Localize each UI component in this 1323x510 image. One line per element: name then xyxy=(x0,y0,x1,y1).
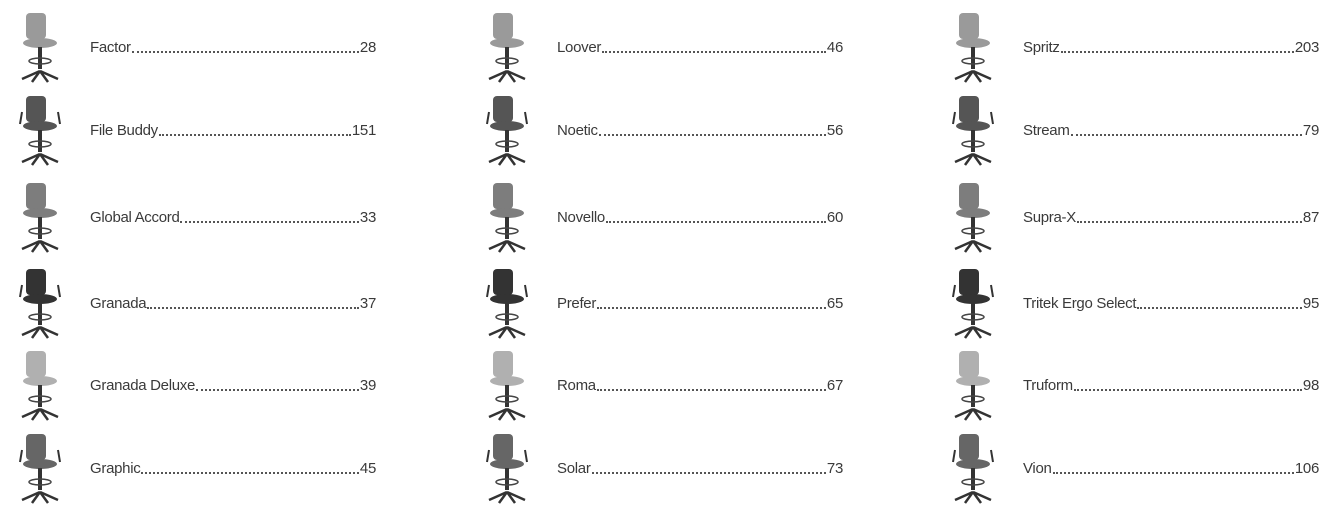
chair-icon xyxy=(10,347,70,423)
chair-icon xyxy=(10,9,70,85)
product-name: Spritz xyxy=(1023,39,1060,56)
dot-leader xyxy=(1071,134,1302,136)
index-entry: Spritz 203 xyxy=(943,5,1319,89)
dot-leader xyxy=(132,51,359,53)
index-entry: Granada Deluxe 39 xyxy=(10,343,376,427)
product-name: Vion xyxy=(1023,460,1052,477)
chair-icon xyxy=(943,347,1003,423)
index-entry: Stream 79 xyxy=(943,88,1319,172)
page-number: 37 xyxy=(360,295,376,312)
page-number: 106 xyxy=(1295,460,1319,477)
index-entry: Graphic 45 xyxy=(10,426,376,510)
page-number: 203 xyxy=(1295,39,1319,56)
chair-icon xyxy=(10,265,70,341)
dot-leader xyxy=(1074,389,1302,391)
chair-icon xyxy=(477,347,537,423)
index-entry: Novello 60 xyxy=(477,175,843,259)
product-name: File Buddy xyxy=(90,122,158,139)
page-number: 65 xyxy=(827,295,843,312)
dot-leader xyxy=(597,389,826,391)
chair-icon xyxy=(943,265,1003,341)
dot-leader xyxy=(159,134,351,136)
product-name: Roma xyxy=(557,377,596,394)
index-page: Factor 28 File Buddy 151 Global Accord 33 Gran… xyxy=(0,0,1323,508)
page-number: 73 xyxy=(827,460,843,477)
chair-icon xyxy=(477,265,537,341)
product-name: Factor xyxy=(90,39,131,56)
chair-icon xyxy=(477,179,537,255)
product-name: Loover xyxy=(557,39,601,56)
chair-icon xyxy=(10,92,70,168)
dot-leader xyxy=(592,472,826,474)
chair-icon xyxy=(943,430,1003,506)
index-entry: Loover 46 xyxy=(477,5,843,89)
dot-leader xyxy=(1061,51,1294,53)
dot-leader xyxy=(606,221,826,223)
product-name: Solar xyxy=(557,460,591,477)
product-name: Granada xyxy=(90,295,146,312)
product-name: Novello xyxy=(557,209,605,226)
dot-leader xyxy=(141,472,358,474)
page-number: 46 xyxy=(827,39,843,56)
page-number: 151 xyxy=(352,122,376,139)
dot-leader xyxy=(1077,221,1302,223)
page-number: 28 xyxy=(360,39,376,56)
page-number: 98 xyxy=(1303,377,1319,394)
dot-leader xyxy=(1053,472,1294,474)
dot-leader xyxy=(1137,307,1302,309)
index-entry: Roma 67 xyxy=(477,343,843,427)
product-name: Tritek Ergo Select xyxy=(1023,295,1136,312)
index-entry: Factor 28 xyxy=(10,5,376,89)
product-name: Stream xyxy=(1023,122,1070,139)
chair-icon xyxy=(943,9,1003,85)
page-number: 95 xyxy=(1303,295,1319,312)
dot-leader xyxy=(599,134,826,136)
chair-icon xyxy=(943,92,1003,168)
index-entry: Supra-X 87 xyxy=(943,175,1319,259)
chair-icon xyxy=(943,179,1003,255)
dot-leader xyxy=(196,389,359,391)
index-entry: Noetic 56 xyxy=(477,88,843,172)
page-number: 79 xyxy=(1303,122,1319,139)
index-entry: Granada 37 xyxy=(10,261,376,345)
index-entry: File Buddy 151 xyxy=(10,88,376,172)
index-column: Spritz 203 Stream 79 Supra-X 87 Tritek Ergo Se… xyxy=(943,0,1319,508)
page-number: 39 xyxy=(360,377,376,394)
dot-leader xyxy=(180,221,358,223)
index-entry: Solar 73 xyxy=(477,426,843,510)
product-name: Global Accord xyxy=(90,209,179,226)
product-name: Supra-X xyxy=(1023,209,1076,226)
page-number: 60 xyxy=(827,209,843,226)
page-number: 45 xyxy=(360,460,376,477)
product-name: Prefer xyxy=(557,295,596,312)
index-entry: Truform 98 xyxy=(943,343,1319,427)
chair-icon xyxy=(10,179,70,255)
page-number: 87 xyxy=(1303,209,1319,226)
index-entry: Prefer 65 xyxy=(477,261,843,345)
page-number: 56 xyxy=(827,122,843,139)
chair-icon xyxy=(477,9,537,85)
index-entry: Global Accord 33 xyxy=(10,175,376,259)
page-number: 33 xyxy=(360,209,376,226)
product-name: Granada Deluxe xyxy=(90,377,195,394)
product-name: Noetic xyxy=(557,122,598,139)
page-number: 67 xyxy=(827,377,843,394)
index-column: Loover 46 Noetic 56 Novello 60 Prefer 65 Roma 67 S… xyxy=(477,0,843,508)
index-entry: Vion 106 xyxy=(943,426,1319,510)
chair-icon xyxy=(477,92,537,168)
dot-leader xyxy=(602,51,826,53)
product-name: Graphic xyxy=(90,460,140,477)
chair-icon xyxy=(477,430,537,506)
index-entry: Tritek Ergo Select 95 xyxy=(943,261,1319,345)
chair-icon xyxy=(10,430,70,506)
index-column: Factor 28 File Buddy 151 Global Accord 33 Gran… xyxy=(10,0,376,508)
dot-leader xyxy=(597,307,826,309)
product-name: Truform xyxy=(1023,377,1073,394)
dot-leader xyxy=(147,307,359,309)
